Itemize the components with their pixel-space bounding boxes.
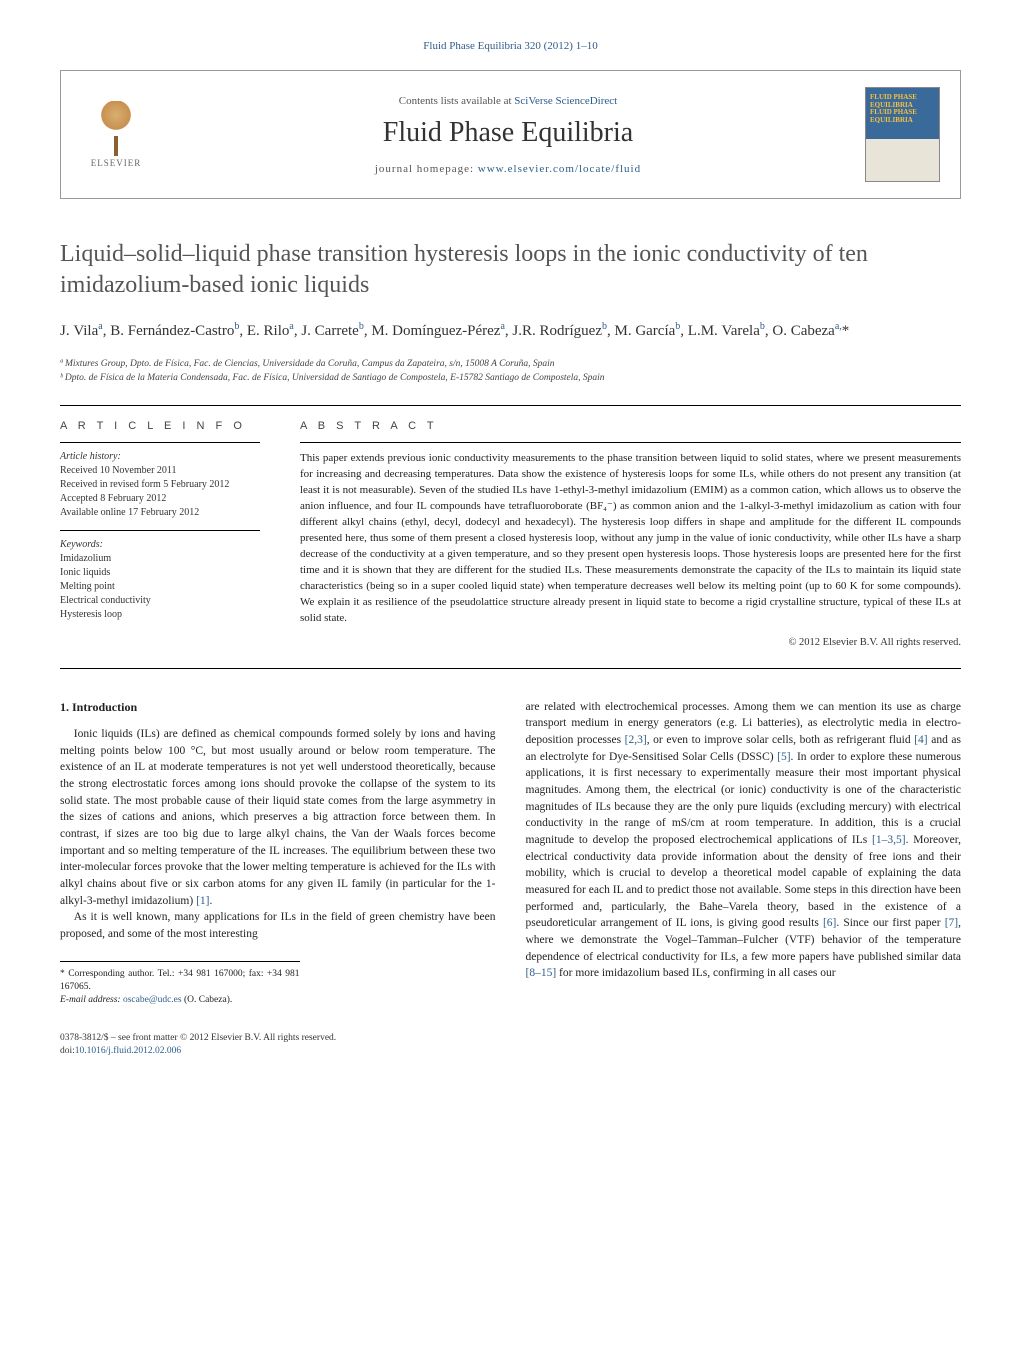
body-span: , or even to improve solar cells, both a…: [647, 734, 915, 746]
page-footer: 0378-3812/$ – see front matter © 2012 El…: [60, 1032, 961, 1059]
header-center: Contents lists available at SciVerse Sci…: [171, 95, 845, 175]
authors-list: J. Vilaa, B. Fernández-Castrob, E. Riloa…: [60, 319, 961, 343]
journal-name: Fluid Phase Equilibria: [171, 117, 845, 149]
rule-top: [60, 405, 961, 406]
article-info-label: A R T I C L E I N F O: [60, 420, 260, 432]
affiliation-a: ª Mixtures Group, Dpto. de Física, Fac. …: [60, 357, 961, 371]
journal-cover-thumbnail: FLUID PHASE EQUILIBRIA FLUID PHASE EQUIL…: [865, 87, 940, 182]
article-info-column: A R T I C L E I N F O Article history: R…: [60, 420, 260, 647]
journal-header-box: ELSEVIER Contents lists available at Sci…: [60, 70, 961, 199]
abstract-text: This paper extends previous ionic conduc…: [300, 451, 961, 626]
history-item: Available online 17 February 2012: [60, 506, 260, 520]
cover-line: EQUILIBRIA: [870, 116, 913, 124]
affiliation-b: ᵇ Dpto. de Física de la Materia Condensa…: [60, 371, 961, 385]
corr-email-link[interactable]: oscabe@udc.es: [123, 995, 182, 1005]
citation-link[interactable]: [6]: [823, 917, 836, 929]
article-info-abstract-row: A R T I C L E I N F O Article history: R…: [60, 420, 961, 647]
keyword: Electrical conductivity: [60, 594, 260, 608]
article-history-label: Article history:: [60, 451, 260, 462]
corr-email-tail: (O. Cabeza).: [182, 995, 233, 1005]
cover-text: FLUID PHASE EQUILIBRIA FLUID PHASE EQUIL…: [870, 94, 917, 125]
journal-homepage-link[interactable]: www.elsevier.com/locate/fluid: [478, 163, 641, 175]
article-title: Liquid–solid–liquid phase transition hys…: [60, 239, 961, 301]
elsevier-tree-icon: [91, 101, 141, 156]
doi-prefix: doi:: [60, 1046, 75, 1056]
history-item: Accepted 8 February 2012: [60, 492, 260, 506]
section-heading-intro: 1. Introduction: [60, 699, 496, 716]
contents-prefix: Contents lists available at: [399, 95, 514, 107]
journal-reference-top: Fluid Phase Equilibria 320 (2012) 1–10: [60, 40, 961, 52]
rule-bottom: [60, 668, 961, 669]
corr-email-line: E-mail address: oscabe@udc.es (O. Cabeza…: [60, 994, 300, 1007]
affiliations: ª Mixtures Group, Dpto. de Física, Fac. …: [60, 357, 961, 386]
info-inner-rule-2: [60, 530, 260, 531]
body-paragraph: As it is well known, many applications f…: [60, 909, 496, 942]
keyword: Melting point: [60, 580, 260, 594]
citation-link[interactable]: [5]: [777, 751, 790, 763]
abstract-column: A B S T R A C T This paper extends previ…: [300, 420, 961, 647]
citation-link[interactable]: [8–15]: [526, 967, 557, 979]
info-inner-rule-1: [60, 442, 260, 443]
corr-line1: * Corresponding author. Tel.: +34 981 16…: [60, 968, 300, 995]
abstract-label: A B S T R A C T: [300, 420, 961, 432]
history-item: Received 10 November 2011: [60, 464, 260, 478]
keyword: Hysteresis loop: [60, 608, 260, 622]
doi-link[interactable]: 10.1016/j.fluid.2012.02.006: [75, 1046, 181, 1056]
journal-homepage-line: journal homepage: www.elsevier.com/locat…: [171, 163, 845, 175]
body-text-columns: 1. Introduction Ionic liquids (ILs) are …: [60, 699, 961, 1008]
elsevier-label: ELSEVIER: [91, 158, 142, 168]
citation-link[interactable]: [7]: [945, 917, 958, 929]
citation-link[interactable]: [2,3]: [625, 734, 647, 746]
body-span: Ionic liquids (ILs) are defined as chemi…: [60, 728, 496, 907]
abstract-inner-rule: [300, 442, 961, 443]
body-span: for more imidazolium based ILs, confirmi…: [556, 967, 835, 979]
footer-copyright-line: 0378-3812/$ – see front matter © 2012 El…: [60, 1032, 961, 1045]
body-span: . In order to explore these numerous app…: [526, 751, 962, 846]
corresponding-author-footer: * Corresponding author. Tel.: +34 981 16…: [60, 961, 300, 1008]
body-span: . Since our first paper: [836, 917, 944, 929]
body-paragraph: are related with electrochemical process…: [526, 699, 962, 982]
abstract-copyright: © 2012 Elsevier B.V. All rights reserved…: [300, 637, 961, 648]
elsevier-logo: ELSEVIER: [81, 95, 151, 175]
contents-available-line: Contents lists available at SciVerse Sci…: [171, 95, 845, 107]
email-label: E-mail address:: [60, 995, 123, 1005]
citation-link[interactable]: [1]: [196, 895, 209, 907]
history-item: Received in revised form 5 February 2012: [60, 478, 260, 492]
body-span: . Moreover, electrical conductivity data…: [526, 834, 962, 929]
body-span: .: [209, 895, 212, 907]
homepage-prefix: journal homepage:: [375, 163, 478, 175]
keyword: Imidazolium: [60, 552, 260, 566]
citation-link[interactable]: [4]: [914, 734, 927, 746]
keyword: Ionic liquids: [60, 566, 260, 580]
sciencedirect-link[interactable]: SciVerse ScienceDirect: [514, 95, 617, 107]
keywords-label: Keywords:: [60, 539, 260, 550]
body-paragraph: Ionic liquids (ILs) are defined as chemi…: [60, 726, 496, 909]
citation-link[interactable]: [1–3,5]: [872, 834, 906, 846]
footer-doi-line: doi:10.1016/j.fluid.2012.02.006: [60, 1045, 961, 1058]
